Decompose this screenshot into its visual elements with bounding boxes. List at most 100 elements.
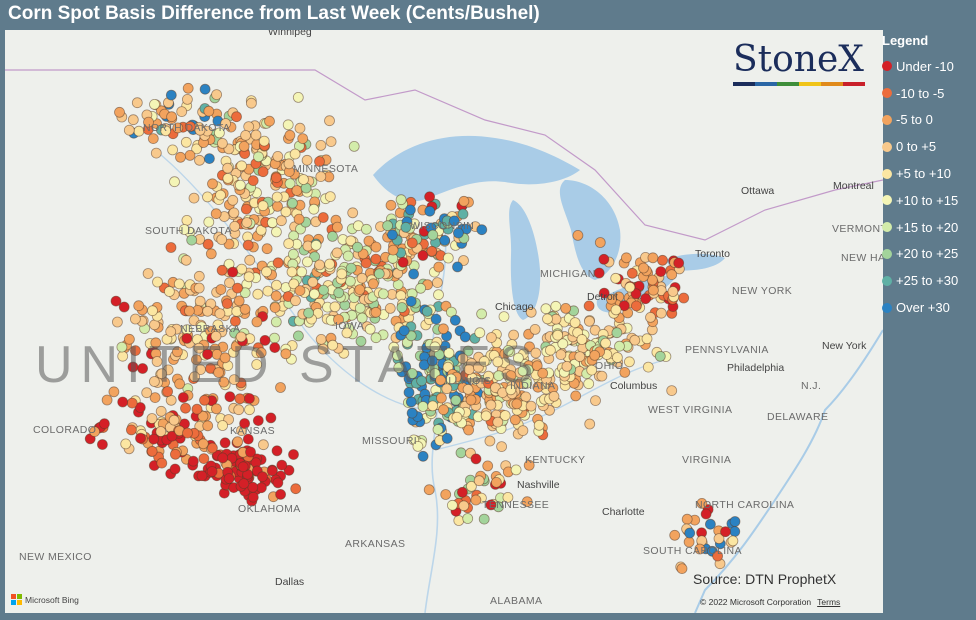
observation-point[interactable]	[257, 166, 269, 178]
observation-point[interactable]	[594, 237, 606, 248]
observation-point[interactable]	[315, 171, 327, 183]
observation-point[interactable]	[417, 450, 429, 462]
observation-point[interactable]	[168, 414, 180, 426]
observation-point[interactable]	[213, 367, 225, 378]
observation-point[interactable]	[666, 269, 678, 281]
observation-point[interactable]	[550, 300, 562, 312]
observation-point[interactable]	[611, 327, 623, 339]
observation-point[interactable]	[655, 307, 667, 319]
observation-point[interactable]	[387, 244, 399, 256]
observation-point[interactable]	[229, 220, 241, 232]
observation-point[interactable]	[193, 282, 205, 294]
observation-point[interactable]	[657, 254, 668, 266]
observation-point[interactable]	[149, 392, 161, 404]
observation-point[interactable]	[282, 119, 294, 131]
observation-point[interactable]	[647, 274, 658, 286]
observation-point[interactable]	[502, 491, 514, 503]
observation-point[interactable]	[272, 477, 284, 489]
observation-point[interactable]	[593, 267, 605, 279]
observation-point[interactable]	[561, 360, 573, 372]
observation-point[interactable]	[626, 267, 638, 279]
observation-point[interactable]	[537, 367, 549, 379]
observation-point[interactable]	[433, 289, 444, 301]
observation-point[interactable]	[180, 254, 192, 266]
observation-point[interactable]	[166, 430, 178, 442]
observation-point[interactable]	[645, 311, 656, 323]
observation-point[interactable]	[197, 410, 209, 422]
observation-point[interactable]	[525, 400, 537, 412]
observation-point[interactable]	[187, 455, 199, 467]
observation-point[interactable]	[655, 266, 667, 278]
observation-point[interactable]	[233, 295, 245, 307]
observation-point[interactable]	[427, 400, 439, 412]
observation-point[interactable]	[457, 353, 469, 365]
observation-point[interactable]	[589, 349, 601, 361]
observation-point[interactable]	[485, 399, 497, 411]
observation-point[interactable]	[598, 253, 610, 265]
observation-point[interactable]	[155, 405, 167, 417]
observation-point[interactable]	[478, 513, 490, 525]
observation-point[interactable]	[345, 262, 357, 274]
observation-point[interactable]	[210, 330, 222, 342]
observation-point[interactable]	[99, 418, 110, 430]
observation-point[interactable]	[529, 323, 541, 335]
observation-point[interactable]	[452, 261, 463, 273]
observation-point[interactable]	[397, 256, 409, 268]
observation-point[interactable]	[293, 213, 305, 225]
observation-point[interactable]	[540, 303, 552, 315]
observation-point[interactable]	[232, 436, 244, 448]
observation-point[interactable]	[269, 302, 281, 313]
observation-point[interactable]	[227, 266, 239, 278]
observation-point[interactable]	[190, 354, 202, 366]
observation-point[interactable]	[205, 248, 217, 260]
observation-point[interactable]	[270, 226, 282, 238]
observation-point[interactable]	[373, 268, 385, 280]
observation-point[interactable]	[213, 127, 225, 139]
observation-point[interactable]	[448, 215, 460, 227]
observation-point[interactable]	[531, 360, 543, 372]
observation-point[interactable]	[212, 319, 224, 331]
observation-point[interactable]	[141, 387, 153, 399]
observation-point[interactable]	[584, 315, 595, 327]
observation-point[interactable]	[257, 200, 269, 212]
observation-point[interactable]	[126, 424, 137, 436]
observation-point[interactable]	[294, 122, 306, 134]
observation-point[interactable]	[363, 235, 375, 247]
observation-point[interactable]	[364, 323, 376, 335]
observation-point[interactable]	[610, 304, 622, 316]
observation-point[interactable]	[412, 440, 424, 452]
observation-point[interactable]	[210, 403, 222, 415]
observation-point[interactable]	[654, 350, 666, 362]
observation-point[interactable]	[186, 234, 198, 246]
observation-point[interactable]	[257, 439, 269, 451]
observation-point[interactable]	[505, 384, 517, 396]
observation-point[interactable]	[233, 404, 245, 416]
observation-point[interactable]	[287, 248, 299, 260]
observation-point[interactable]	[405, 295, 417, 307]
observation-point[interactable]	[314, 156, 325, 167]
observation-point[interactable]	[174, 378, 186, 390]
observation-point[interactable]	[619, 366, 631, 378]
observation-point[interactable]	[367, 278, 379, 290]
observation-point[interactable]	[713, 533, 725, 545]
observation-point[interactable]	[101, 394, 113, 406]
observation-point[interactable]	[252, 288, 264, 300]
observation-point[interactable]	[222, 172, 234, 184]
observation-point[interactable]	[133, 300, 145, 312]
observation-point[interactable]	[552, 329, 564, 341]
observation-point[interactable]	[189, 371, 201, 383]
observation-point[interactable]	[172, 122, 184, 134]
observation-point[interactable]	[586, 364, 598, 376]
observation-point[interactable]	[216, 234, 228, 245]
observation-point[interactable]	[258, 135, 270, 147]
observation-point[interactable]	[171, 346, 183, 358]
observation-point[interactable]	[631, 300, 642, 312]
observation-point[interactable]	[318, 284, 329, 296]
observation-point[interactable]	[327, 230, 338, 242]
observation-point[interactable]	[296, 266, 308, 278]
observation-point[interactable]	[292, 330, 304, 342]
observation-point[interactable]	[147, 133, 159, 144]
observation-point[interactable]	[598, 287, 610, 299]
observation-point[interactable]	[156, 368, 168, 380]
observation-point[interactable]	[421, 305, 433, 317]
